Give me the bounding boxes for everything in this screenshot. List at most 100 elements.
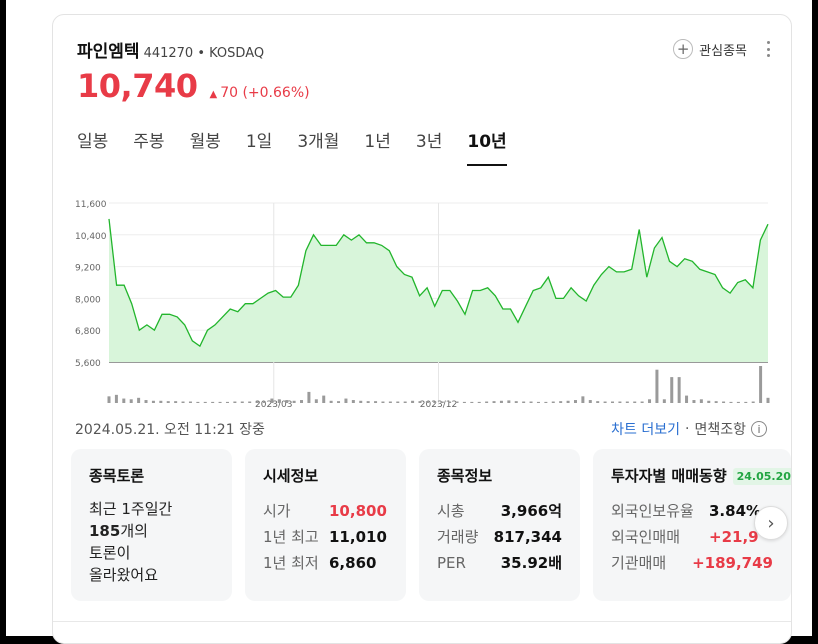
volume-bar xyxy=(181,401,185,403)
info-icon[interactable]: i xyxy=(751,421,767,437)
add-favorite-button[interactable]: + 관심종목 xyxy=(673,39,747,59)
quote-title: 시세정보 xyxy=(263,467,319,485)
discussion-line1: 최근 1주일간 xyxy=(89,500,173,518)
next-arrow-button[interactable]: › xyxy=(754,506,788,540)
investor-row-ratio: 외국인보유율 3.84% xyxy=(611,498,773,524)
volume-bar xyxy=(581,396,585,403)
price-change: ▲ 70 (+0.66%) xyxy=(209,85,309,101)
tab-7[interactable]: 10년 xyxy=(467,127,507,166)
volume-bar xyxy=(522,401,526,403)
volume-bar xyxy=(692,400,696,403)
quote-value: 6,860 xyxy=(329,554,377,572)
more-options-icon[interactable] xyxy=(765,41,771,57)
more-chart-link[interactable]: 차트 더보기 xyxy=(611,422,681,438)
volume-bar xyxy=(633,401,637,403)
price-line xyxy=(108,218,769,348)
volume-bar xyxy=(211,401,215,403)
volume-bar xyxy=(137,397,141,403)
volume-bar xyxy=(573,400,577,403)
investor-label: 기관매매 xyxy=(611,554,667,572)
info-value: 3,966억 xyxy=(500,502,562,520)
volume-bar xyxy=(396,401,400,403)
up-triangle-icon: ▲ xyxy=(209,89,218,100)
volume-bar xyxy=(122,398,126,403)
info-row-volume: 거래량 817,344 xyxy=(437,524,562,550)
period-tabs: 일봉 주봉 월봉 1일 3개월 1년 3년 10년 xyxy=(77,127,532,166)
discussion-unit: 개의 xyxy=(120,522,148,540)
plus-icon: + xyxy=(673,39,694,59)
volume-bar xyxy=(418,401,422,403)
tab-1[interactable]: 주봉 xyxy=(133,132,165,152)
price-area xyxy=(109,218,768,362)
y-tick-label: 11,600 xyxy=(75,200,107,210)
volume-bar xyxy=(596,401,600,403)
volume-bar xyxy=(499,400,503,403)
discussion-count: 185 xyxy=(89,522,121,540)
volume-bar xyxy=(359,400,363,403)
volume-bar xyxy=(759,366,763,403)
volume-bar xyxy=(107,396,111,403)
tab-6[interactable]: 3년 xyxy=(415,132,443,152)
volume-bar xyxy=(225,401,229,403)
stock-header: 파인엠텍 441270 • KOSDAQ xyxy=(77,37,264,62)
info-value: 35.92배 xyxy=(500,554,562,572)
volume-bar xyxy=(722,401,726,403)
volume-bar xyxy=(670,377,674,403)
investor-title-text: 투자자별 매매동향 xyxy=(611,467,727,485)
info-label: PER xyxy=(437,554,466,572)
investor-title: 투자자별 매매동향 24.05.20 xyxy=(611,465,791,486)
disclaimer-link[interactable]: 면책조항 xyxy=(694,422,746,438)
tab-2[interactable]: 월봉 xyxy=(189,132,221,152)
volume-bar xyxy=(174,401,178,403)
volume-bar xyxy=(707,400,711,403)
volume-bar xyxy=(144,400,148,403)
price-row: 10,740 ▲ 70 (+0.66%) xyxy=(77,67,310,105)
info-label: 거래량 xyxy=(437,528,479,546)
stock-card: 파인엠텍 441270 • KOSDAQ + 관심종목 10,740 ▲ 70 (… xyxy=(52,14,792,644)
investor-value: +21,9 xyxy=(709,528,759,546)
volume-bar xyxy=(751,401,755,403)
volume-bar xyxy=(492,401,496,403)
volume-bar xyxy=(425,401,429,403)
x-tick-label: 2023/03 xyxy=(255,400,292,408)
price-chart[interactable]: 11,600 10,400 9,200 8,000 6,800 5,600 2023/03 2… xyxy=(71,183,781,408)
volume-bar xyxy=(699,399,703,403)
y-tick-label: 6,800 xyxy=(75,327,101,337)
quote-value: 11,010 xyxy=(329,528,387,546)
quote-label: 1년 최고 xyxy=(263,528,319,546)
volume-bar xyxy=(559,401,563,403)
volume-bar xyxy=(440,401,444,403)
volume-bar xyxy=(603,401,607,403)
tab-5[interactable]: 1년 xyxy=(364,132,391,152)
volume-bar xyxy=(485,401,489,403)
volume-bar xyxy=(736,401,740,403)
volume-bar xyxy=(351,400,355,403)
volume-bar xyxy=(285,400,289,403)
tab-0[interactable]: 일봉 xyxy=(77,132,109,152)
info-row-marketcap: 시총 3,966억 xyxy=(437,498,562,524)
quote-row-high: 1년 최고 11,010 xyxy=(263,524,388,550)
chart-links: 차트 더보기 · 면책조항 i xyxy=(611,419,767,439)
volume-bar xyxy=(529,401,533,403)
investor-label: 외국인매매 xyxy=(611,528,681,546)
discussion-line3: 토론이 xyxy=(89,544,131,562)
volume-bar xyxy=(477,401,481,403)
volume-bar xyxy=(470,401,474,403)
volume-bar xyxy=(462,401,466,403)
tab-4[interactable]: 3개월 xyxy=(297,132,340,152)
volume-bar xyxy=(344,398,348,403)
volume-bar xyxy=(729,401,733,403)
info-box[interactable]: 종목정보 시총 3,966억 거래량 817,344 PER 35.92배 xyxy=(419,449,580,601)
info-title: 종목정보 xyxy=(437,467,493,485)
volume-bar xyxy=(455,401,459,403)
discussion-box[interactable]: 종목토론 최근 1주일간 185개의 토론이 올라왔어요 xyxy=(71,449,232,601)
tab-3[interactable]: 1일 xyxy=(245,132,273,152)
volume-bar xyxy=(655,369,659,403)
volume-bar xyxy=(611,401,615,403)
timestamp: 2024.05.21. 오전 11:21 장중 xyxy=(75,422,265,438)
quote-box[interactable]: 시세정보 시가 10,800 1년 최고 11,010 1년 최저 6,860 xyxy=(245,449,406,601)
discussion-title: 종목토론 xyxy=(89,467,145,485)
volume-bar xyxy=(114,394,118,403)
y-tick-label: 8,000 xyxy=(75,295,101,305)
